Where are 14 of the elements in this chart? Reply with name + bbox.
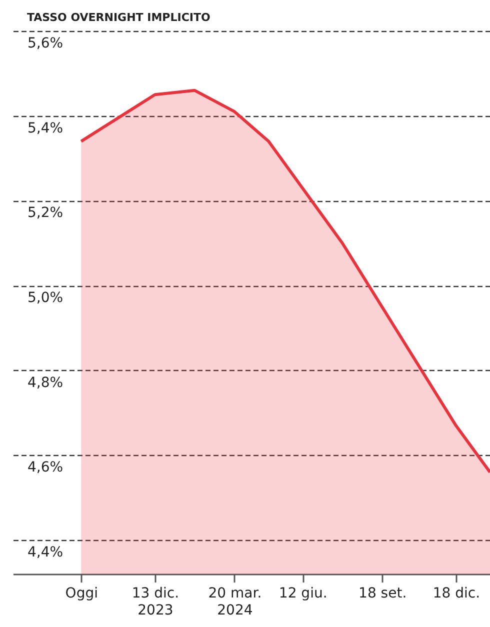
x-tick-label: 13 dic. 2023 <box>132 586 180 618</box>
x-tick-label: 18 set. <box>358 586 407 602</box>
x-tick-label: 20 mar. 2024 <box>208 586 262 618</box>
y-tick-label: 4,4% <box>28 544 64 561</box>
y-tick-label: 5,0% <box>28 290 64 306</box>
y-tick-label: 4,6% <box>28 460 64 476</box>
y-tick-label: 5,2% <box>28 205 64 222</box>
chart-title: TASSO OVERNIGHT IMPLICITO <box>27 11 210 24</box>
x-tick-label: 12 giu. <box>278 586 328 602</box>
y-tick-label: 4,8% <box>28 374 64 391</box>
x-tick-label: Oggi <box>65 586 98 602</box>
y-tick-label: 5,4% <box>28 120 64 136</box>
y-tick-label: 5,6% <box>28 36 64 52</box>
x-tick-label: 18 dic. <box>432 586 480 602</box>
